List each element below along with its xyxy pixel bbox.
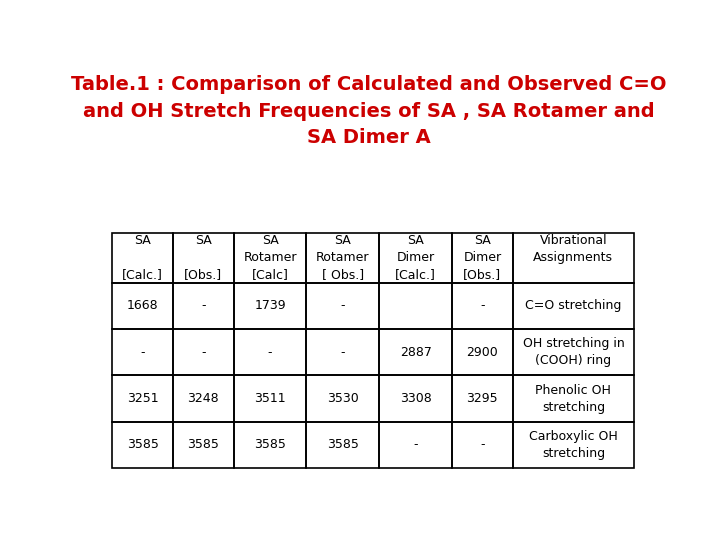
Text: Carboxylic OH
stretching: Carboxylic OH stretching <box>529 430 618 460</box>
Bar <box>173 282 234 329</box>
Text: 3251: 3251 <box>127 392 158 405</box>
Text: SA

[Obs.]: SA [Obs.] <box>184 234 222 281</box>
Bar <box>112 329 173 375</box>
Bar <box>379 375 452 422</box>
Bar <box>452 282 513 329</box>
Text: C=O stretching: C=O stretching <box>525 299 621 312</box>
Bar <box>513 375 634 422</box>
Text: -: - <box>413 438 418 451</box>
Bar <box>307 375 379 422</box>
Bar <box>513 422 634 468</box>
Text: 3295: 3295 <box>467 392 498 405</box>
Bar <box>307 329 379 375</box>
Text: 1668: 1668 <box>127 299 158 312</box>
Bar <box>307 233 379 282</box>
Text: -: - <box>480 299 485 312</box>
Bar <box>234 375 307 422</box>
Text: 3530: 3530 <box>327 392 359 405</box>
Bar <box>234 282 307 329</box>
Bar <box>234 233 307 282</box>
Text: 3585: 3585 <box>327 438 359 451</box>
Bar <box>173 422 234 468</box>
Bar <box>379 422 452 468</box>
Text: SA
Rotamer
[Calc]: SA Rotamer [Calc] <box>243 234 297 281</box>
Bar <box>112 375 173 422</box>
Bar <box>173 233 234 282</box>
Text: Phenolic OH
stretching: Phenolic OH stretching <box>536 383 611 414</box>
Text: SA

[Calc.]: SA [Calc.] <box>122 234 163 281</box>
Bar <box>513 233 634 282</box>
Bar <box>452 375 513 422</box>
Text: 2900: 2900 <box>467 346 498 359</box>
Text: 3585: 3585 <box>127 438 158 451</box>
Bar <box>234 422 307 468</box>
Text: SA
Dimer
[Obs.]: SA Dimer [Obs.] <box>464 234 501 281</box>
Bar <box>452 233 513 282</box>
Text: 3511: 3511 <box>254 392 286 405</box>
Bar <box>513 329 634 375</box>
Bar <box>379 329 452 375</box>
Bar <box>234 329 307 375</box>
Text: 2887: 2887 <box>400 346 431 359</box>
Text: -: - <box>201 346 206 359</box>
Text: -: - <box>140 346 145 359</box>
Bar <box>112 422 173 468</box>
Text: Vibrational
Assignments: Vibrational Assignments <box>534 234 613 281</box>
Text: -: - <box>341 299 345 312</box>
Bar <box>513 282 634 329</box>
Text: 3248: 3248 <box>187 392 219 405</box>
Text: -: - <box>341 346 345 359</box>
Bar <box>307 282 379 329</box>
Bar <box>112 282 173 329</box>
Bar <box>379 233 452 282</box>
Text: -: - <box>201 299 206 312</box>
Text: Table.1 : Comparison of Calculated and Observed C=O
and OH Stretch Frequencies o: Table.1 : Comparison of Calculated and O… <box>71 75 667 147</box>
Text: 3585: 3585 <box>187 438 220 451</box>
Text: 3308: 3308 <box>400 392 431 405</box>
Bar <box>379 282 452 329</box>
Text: SA
Dimer
[Calc.]: SA Dimer [Calc.] <box>395 234 436 281</box>
Text: OH stretching in
(COOH) ring: OH stretching in (COOH) ring <box>523 337 624 367</box>
Bar <box>452 422 513 468</box>
Text: -: - <box>480 438 485 451</box>
Text: SA
Rotamer
[ Obs.]: SA Rotamer [ Obs.] <box>316 234 369 281</box>
Text: 1739: 1739 <box>254 299 286 312</box>
Text: 3585: 3585 <box>254 438 286 451</box>
Text: -: - <box>268 346 272 359</box>
Bar <box>173 329 234 375</box>
Bar <box>452 329 513 375</box>
Bar <box>112 233 173 282</box>
Bar <box>173 375 234 422</box>
Bar <box>307 422 379 468</box>
